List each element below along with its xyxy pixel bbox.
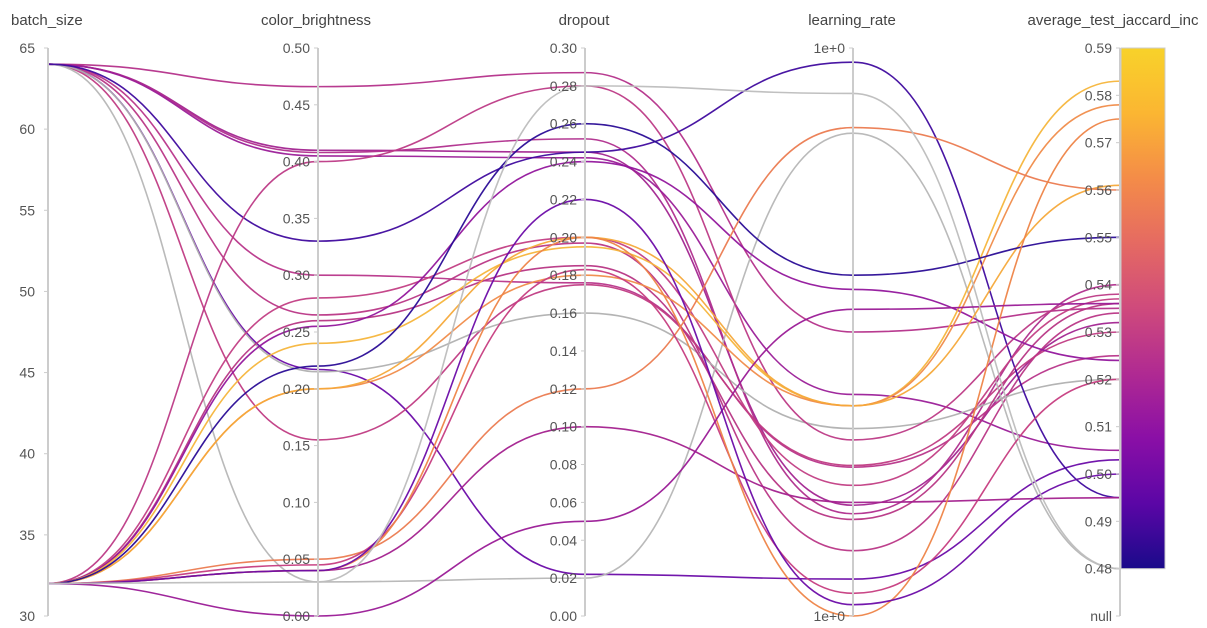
tick-label-dropout: 0.22 (550, 191, 577, 207)
tick-label-dropout: 0.08 (550, 457, 577, 473)
tick-label-average-test-jaccard-inc: 0.58 (1085, 87, 1112, 103)
tick-label-average-test-jaccard-inc: 0.50 (1085, 466, 1112, 482)
run-line-19[interactable] (47, 122, 1121, 585)
run-line-15[interactable] (47, 160, 1121, 585)
tick-label-dropout: 0.02 (550, 570, 577, 586)
tick-label-dropout: 0.30 (550, 40, 577, 56)
tick-label-average-test-jaccard-inc: 0.49 (1085, 513, 1112, 529)
run-line-3[interactable] (47, 63, 1121, 515)
tick-label-batch-size: 40 (19, 446, 35, 462)
tick-label-color-brightness: 0.40 (283, 154, 310, 170)
tick-label-average-test-jaccard-inc: null (1090, 608, 1112, 624)
tick-label-color-brightness: 0.10 (283, 494, 310, 510)
axis-title-average-test-jaccard-inc[interactable]: average_test_jaccard_inc (1028, 12, 1199, 29)
axis-learning-rate: learning_rate 1e+0 1e+0 (808, 12, 896, 624)
tick-label-color-brightness: 0.35 (283, 210, 310, 226)
tick-label-learning-rate: 1e+0 (813, 40, 845, 56)
tick-label-learning-rate: 1e+0 (813, 608, 845, 624)
colorbar-rect (1120, 47, 1166, 570)
run-line-11[interactable] (47, 61, 1121, 499)
run-line-9[interactable] (47, 63, 1121, 583)
tick-label-dropout: 0.14 (550, 343, 577, 359)
axis-average-test-jaccard-inc: average_test_jaccard_inc 0.59 0.58 0.57 0.56… (1028, 12, 1199, 624)
tick-label-batch-size: 60 (19, 121, 35, 137)
axis-title-learning-rate[interactable]: learning_rate (808, 12, 896, 29)
run-line-5[interactable] (47, 63, 1121, 468)
tick-label-color-brightness: 0.20 (283, 381, 310, 397)
tick-label-average-test-jaccard-inc: 0.52 (1085, 371, 1112, 387)
tick-label-average-test-jaccard-inc: 0.57 (1085, 135, 1112, 151)
axis-color-brightness: color_brightness 0.50 0.45 0.40 0.35 0.30 0.25… (261, 12, 371, 624)
tick-label-dropout: 0.28 (550, 78, 577, 94)
axis-title-batch-size[interactable]: batch_size (11, 12, 83, 29)
run-line-6[interactable] (47, 63, 1121, 552)
axis-dropout: dropout 0.30 0.28 0.26 0.24 0.22 0.20 0.18 0.16 0… (550, 12, 611, 624)
colorbar (1120, 47, 1166, 570)
tick-label-dropout: 0.16 (550, 305, 577, 321)
tick-label-color-brightness: 0.00 (283, 608, 310, 624)
tick-label-dropout: 0.26 (550, 116, 577, 132)
run-line-8[interactable] (47, 63, 1121, 467)
tick-label-average-test-jaccard-inc: 0.59 (1085, 40, 1112, 56)
run-line-20[interactable] (47, 126, 1121, 585)
tick-label-dropout: 0.24 (550, 154, 577, 170)
tick-label-color-brightness: 0.45 (283, 97, 310, 113)
tick-label-dropout: 0.06 (550, 494, 577, 510)
axis-title-color-brightness[interactable]: color_brightness (261, 12, 371, 29)
run-line-22[interactable] (47, 268, 1121, 595)
run-line-1[interactable] (47, 63, 1121, 333)
axes: batch_size 65 60 55 50 45 40 35 30 color_brightne… (11, 12, 1199, 624)
tick-label-batch-size: 50 (19, 283, 35, 299)
tick-label-color-brightness: 0.05 (283, 551, 310, 567)
tick-label-batch-size: 65 (19, 40, 35, 56)
tick-label-average-test-jaccard-inc: 0.56 (1085, 182, 1112, 198)
tick-label-batch-size: 45 (19, 365, 35, 381)
tick-label-dropout: 0.18 (550, 267, 577, 283)
tick-label-average-test-jaccard-inc: 0.48 (1085, 561, 1112, 577)
tick-label-color-brightness: 0.50 (283, 40, 310, 56)
tick-label-dropout: 0.00 (550, 608, 577, 624)
tick-label-dropout: 0.04 (550, 532, 577, 548)
tick-label-batch-size: 35 (19, 527, 35, 543)
tick-label-batch-size: 30 (19, 608, 35, 624)
tick-label-average-test-jaccard-inc: 0.55 (1085, 229, 1112, 245)
axis-title-dropout[interactable]: dropout (559, 12, 611, 29)
tick-label-batch-size: 55 (19, 202, 35, 218)
run-line-16[interactable] (47, 80, 1121, 585)
tick-label-dropout: 0.20 (550, 229, 577, 245)
tick-label-color-brightness: 0.30 (283, 267, 310, 283)
tick-label-dropout: 0.10 (550, 419, 577, 435)
tick-label-color-brightness: 0.25 (283, 324, 310, 340)
run-line-25[interactable] (47, 198, 1121, 606)
tick-label-average-test-jaccard-inc: 0.51 (1085, 419, 1112, 435)
tick-label-color-brightness: 0.15 (283, 438, 310, 454)
run-line-4[interactable] (47, 63, 1121, 452)
axis-batch-size: batch_size 65 60 55 50 45 40 35 30 (11, 12, 83, 624)
tick-label-average-test-jaccard-inc: 0.53 (1085, 324, 1112, 340)
tick-label-average-test-jaccard-inc: 0.54 (1085, 277, 1112, 293)
run-line-14[interactable] (47, 264, 1121, 585)
tick-label-dropout: 0.12 (550, 381, 577, 397)
run-line-2[interactable] (47, 63, 1121, 507)
